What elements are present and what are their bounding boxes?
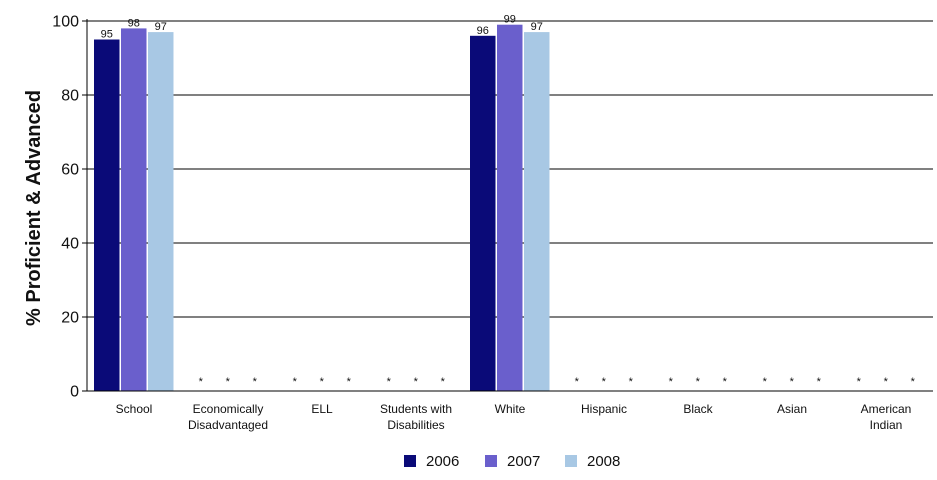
legend-swatch-2008 — [565, 455, 577, 467]
suppressed-label: * — [347, 376, 352, 388]
y-axis-label: % Proficient & Advanced — [23, 90, 45, 326]
suppressed-label: * — [320, 376, 325, 388]
data-label: 99 — [504, 14, 516, 26]
bar-2006 — [94, 39, 120, 391]
category-label: Hispanic — [581, 402, 627, 416]
category-label: White — [495, 402, 526, 416]
bar-2008 — [148, 32, 174, 391]
y-tick-label: 40 — [61, 236, 79, 253]
category-label: Students with — [380, 402, 452, 416]
category-label: Economically — [193, 402, 264, 416]
legend-swatch-2007 — [485, 455, 497, 467]
suppressed-label: * — [602, 376, 607, 388]
suppressed-label: * — [575, 376, 580, 388]
legend: 2006 2007 2008 — [404, 453, 620, 470]
suppressed-label: * — [723, 376, 728, 388]
category-label: Disabilities — [387, 418, 444, 432]
suppressed-label: * — [253, 376, 258, 388]
category-label: School — [116, 402, 153, 416]
legend-label: 2006 — [426, 453, 459, 470]
y-tick-label: 0 — [70, 384, 79, 401]
suppressed-label: * — [884, 376, 889, 388]
suppressed-label: * — [629, 376, 634, 388]
category-label: Black — [683, 402, 713, 416]
category-label: Asian — [777, 402, 807, 416]
y-tick-label: 60 — [61, 162, 79, 179]
suppressed-label: * — [911, 376, 916, 388]
suppressed-label: * — [763, 376, 768, 388]
suppressed-label: * — [696, 376, 701, 388]
axes: 0 20 40 60 80 100 School Economically Disadvanta… — [52, 14, 933, 432]
legend-label: 2007 — [507, 453, 540, 470]
suppressed-label: * — [817, 376, 822, 388]
y-tick-label: 20 — [61, 310, 79, 327]
suppressed-label: * — [387, 376, 392, 388]
y-tick-label: 100 — [52, 14, 79, 31]
bar-2007 — [121, 28, 147, 392]
legend-swatch-2006 — [404, 455, 416, 467]
category-label: Disadvantaged — [188, 418, 268, 432]
suppressed-label: * — [857, 376, 862, 388]
suppressed-label: * — [441, 376, 446, 388]
bar-2008 — [524, 32, 550, 391]
category-label: ELL — [311, 402, 333, 416]
suppressed-label: * — [669, 376, 674, 388]
data-label: 97 — [531, 21, 543, 33]
suppressed-label: * — [790, 376, 795, 388]
suppressed-label: * — [199, 376, 204, 388]
bar-2006 — [470, 35, 496, 392]
data-label: 98 — [128, 17, 140, 29]
bar-2007 — [497, 24, 523, 391]
category-label: Indian — [870, 418, 903, 432]
data-label: 97 — [155, 21, 167, 33]
data-label: 95 — [101, 29, 113, 41]
category-label: American — [861, 402, 912, 416]
bars: 95 98 97 * * * * * * * * * 96 99 97 * * * * * * * * * * * * — [94, 14, 916, 392]
y-tick-label: 80 — [61, 88, 79, 105]
legend-label: 2008 — [587, 453, 620, 470]
suppressed-label: * — [414, 376, 419, 388]
data-label: 96 — [477, 25, 489, 37]
suppressed-label: * — [226, 376, 231, 388]
suppressed-label: * — [293, 376, 298, 388]
